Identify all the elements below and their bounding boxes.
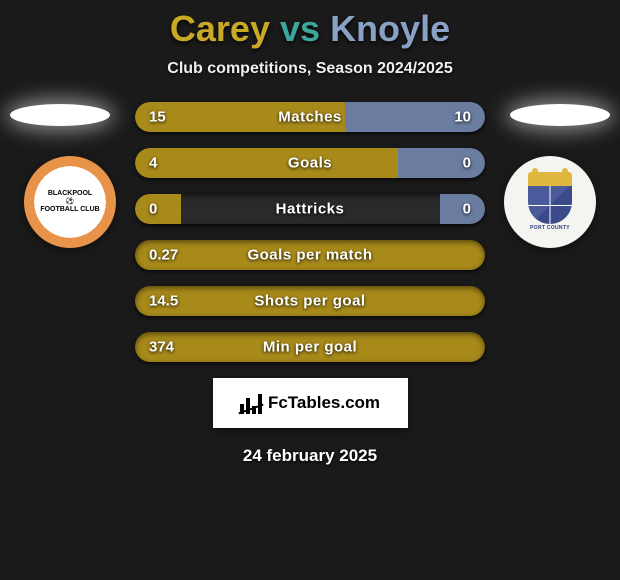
club-badge-left-label: BLACKPOOL⚽FOOTBALL CLUB (40, 190, 99, 213)
stat-value-left: 0.27 (149, 247, 178, 264)
stat-value-left: 374 (149, 339, 174, 356)
stat-label: Matches (278, 109, 342, 126)
crest-icon: PORT COUNTY (528, 172, 572, 232)
title-player2: Knoyle (330, 8, 450, 49)
title-player1: Carey (170, 8, 270, 49)
stat-value-left: 0 (149, 201, 157, 218)
stat-value-right: 0 (463, 155, 471, 172)
stat-row: 374 Min per goal (135, 332, 485, 362)
stat-row: 15 10 Matches (135, 102, 485, 132)
club-badge-left: BLACKPOOL⚽FOOTBALL CLUB (24, 156, 116, 248)
snapshot-date: 24 february 2025 (0, 446, 620, 466)
stat-row: 0.27 Goals per match (135, 240, 485, 270)
stat-row: 4 0 Goals (135, 148, 485, 178)
stat-value-right: 0 (463, 201, 471, 218)
watermark-text: FcTables.com (268, 393, 380, 413)
stat-label: Min per goal (263, 339, 357, 356)
player-halo-right (510, 104, 610, 126)
watermark[interactable]: FcTables.com (213, 378, 408, 428)
stat-label: Goals (288, 155, 332, 172)
stat-row: 0 0 Hattricks (135, 194, 485, 224)
club-badge-right: PORT COUNTY (504, 156, 596, 248)
page-title: Carey vs Knoyle (0, 0, 620, 50)
stats-bars: 15 10 Matches 4 0 Goals 0 0 Hattricks 0.27 Goals p… (135, 102, 485, 362)
stat-value-right: 10 (454, 109, 471, 126)
stat-label: Goals per match (247, 247, 372, 264)
comparison-panel: BLACKPOOL⚽FOOTBALL CLUB PORT COUNTY 15 10… (0, 102, 620, 466)
stat-label: Hattricks (276, 201, 345, 218)
stat-row: 14.5 Shots per goal (135, 286, 485, 316)
stat-value-left: 15 (149, 109, 166, 126)
subtitle: Club competitions, Season 2024/2025 (0, 60, 620, 78)
title-vs: vs (280, 8, 320, 49)
stat-label: Shots per goal (254, 293, 365, 310)
club-badge-right-label: PORT COUNTY (530, 226, 570, 232)
player-halo-left (10, 104, 110, 126)
stat-value-left: 14.5 (149, 293, 178, 310)
stat-value-left: 4 (149, 155, 157, 172)
chart-icon (240, 392, 262, 414)
